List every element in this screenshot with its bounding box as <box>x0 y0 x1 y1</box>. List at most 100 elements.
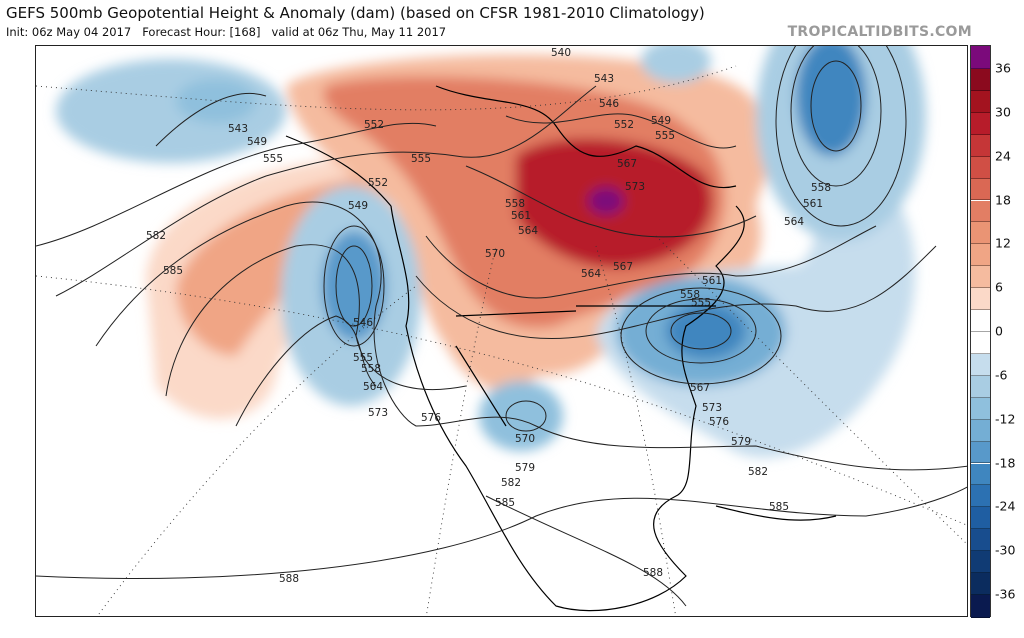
contour-label: 546 <box>598 98 620 110</box>
contour-label: 561 <box>802 198 824 210</box>
colorbar-bin <box>971 222 990 245</box>
colorbar-bin <box>971 266 990 289</box>
colorbar-bin <box>971 529 990 552</box>
contour-label: 543 <box>227 123 249 135</box>
colorbar-bin <box>971 419 990 442</box>
negative-anomaly-texas <box>479 381 563 451</box>
contour-label: 540 <box>550 47 572 59</box>
contour-label: 579 <box>730 436 752 448</box>
contour-label: 558 <box>360 363 382 375</box>
colorbar-tick-label: -12 <box>995 411 1016 427</box>
contour-label: 585 <box>768 501 790 513</box>
colorbar-bin <box>971 69 990 91</box>
contour-label: 582 <box>145 230 167 242</box>
colorbar-tick-label: 0 <box>995 323 1003 339</box>
contour-label: 576 <box>708 416 730 428</box>
colorbar-tick-label: 12 <box>995 235 1011 251</box>
negative-anomaly-east-coast-inner <box>666 303 746 359</box>
contour-label: 555 <box>690 297 712 309</box>
colorbar-tick-label: 24 <box>995 148 1011 164</box>
contour-label: 552 <box>363 119 385 131</box>
contour-label: 561 <box>701 275 723 287</box>
colorbar-bin <box>971 441 990 464</box>
anomaly-field <box>36 46 967 616</box>
brand-watermark: TROPICALTIDBITS.COM <box>787 24 972 40</box>
colorbar-bin <box>971 507 990 530</box>
contour-label: 588 <box>278 573 300 585</box>
contour-label: 564 <box>362 381 384 393</box>
contour-label: 579 <box>514 462 536 474</box>
contour-label: 564 <box>517 225 539 237</box>
colorbar-bin <box>971 551 990 574</box>
contour-label: 582 <box>747 466 769 478</box>
contour-label: 585 <box>162 265 184 277</box>
contour-label: 555 <box>654 130 676 142</box>
contour-label: 552 <box>367 177 389 189</box>
colorbar-tick-label: -24 <box>995 498 1016 514</box>
anomaly-shading <box>56 46 926 458</box>
contour-label: 543 <box>593 73 615 85</box>
colorbar-bin <box>971 200 990 223</box>
contour-label: 576 <box>420 412 442 424</box>
contour-label: 549 <box>246 136 268 148</box>
contour-label: 558 <box>810 182 832 194</box>
contour-label: 564 <box>783 216 805 228</box>
positive-anomaly-max <box>588 187 624 215</box>
colorbar-bin <box>971 244 990 267</box>
colorbar-bin <box>971 375 990 398</box>
contour-label: 567 <box>612 261 634 273</box>
colorbar-bin <box>971 595 990 618</box>
contour-label: 555 <box>410 153 432 165</box>
colorbar-tick-label: 18 <box>995 192 1011 207</box>
contour-label: 567 <box>616 158 638 170</box>
colorbar-bin <box>971 288 990 311</box>
contour-label: 573 <box>624 181 646 193</box>
colorbar-bin <box>971 156 990 179</box>
contour-label: 585 <box>494 497 516 509</box>
colorbar-bin <box>971 353 990 376</box>
contour-label: 561 <box>510 210 532 222</box>
contour-label: 558 <box>679 289 701 301</box>
negative-anomaly-greenland <box>641 46 711 83</box>
valid-time: valid at 06z Thu, May 11 2017 <box>271 25 447 39</box>
colorbar <box>970 45 991 618</box>
forecast-hour: Forecast Hour: [168] <box>142 25 261 39</box>
colorbar-bin <box>971 485 990 508</box>
colorbar-tick-label: 6 <box>995 279 1003 295</box>
map-subtitle: Init: 06z May 04 2017 Forecast Hour: [16… <box>6 25 446 39</box>
colorbar-tick-label: -18 <box>995 455 1016 470</box>
contour-label: 555 <box>262 153 284 165</box>
contour-label: 570 <box>484 248 506 260</box>
contour-label: 567 <box>689 382 711 394</box>
colorbar-bin <box>971 134 990 157</box>
contour-label: 549 <box>650 115 672 127</box>
colorbar-bin <box>971 310 990 332</box>
contour-label: 573 <box>701 402 723 414</box>
colorbar-tick-label: -36 <box>995 586 1016 602</box>
colorbar-bin <box>971 332 990 354</box>
contour-label: 558 <box>504 198 526 210</box>
colorbar-tick-label: 36 <box>995 60 1011 76</box>
map-title: GEFS 500mb Geopotential Height & Anomaly… <box>6 4 705 22</box>
contour-label: 564 <box>580 268 602 280</box>
contour-label: 552 <box>613 119 635 131</box>
colorbar-bin <box>971 90 990 113</box>
contour-label: 588 <box>642 567 664 579</box>
colorbar-bin <box>971 46 990 69</box>
colorbar-bin <box>971 397 990 420</box>
contour-label: 582 <box>500 477 522 489</box>
graticule <box>36 65 967 616</box>
contour-label: 546 <box>352 317 374 329</box>
map-panel: 540 543 546 549 552 555 567 573 558 561 564 543 549 5… <box>35 45 968 617</box>
negative-anomaly-atlantic-core <box>796 46 866 156</box>
contour-label: 573 <box>367 407 389 419</box>
colorbar-bin <box>971 178 990 201</box>
negative-anomaly-west-coast-core <box>322 231 386 341</box>
colorbar-bin <box>971 463 990 486</box>
init-time: Init: 06z May 04 2017 <box>6 25 132 39</box>
colorbar-tick-label: -6 <box>995 367 1008 383</box>
height-contours <box>36 46 967 607</box>
contour-label: 570 <box>514 433 536 445</box>
colorbar-bin <box>971 112 990 135</box>
